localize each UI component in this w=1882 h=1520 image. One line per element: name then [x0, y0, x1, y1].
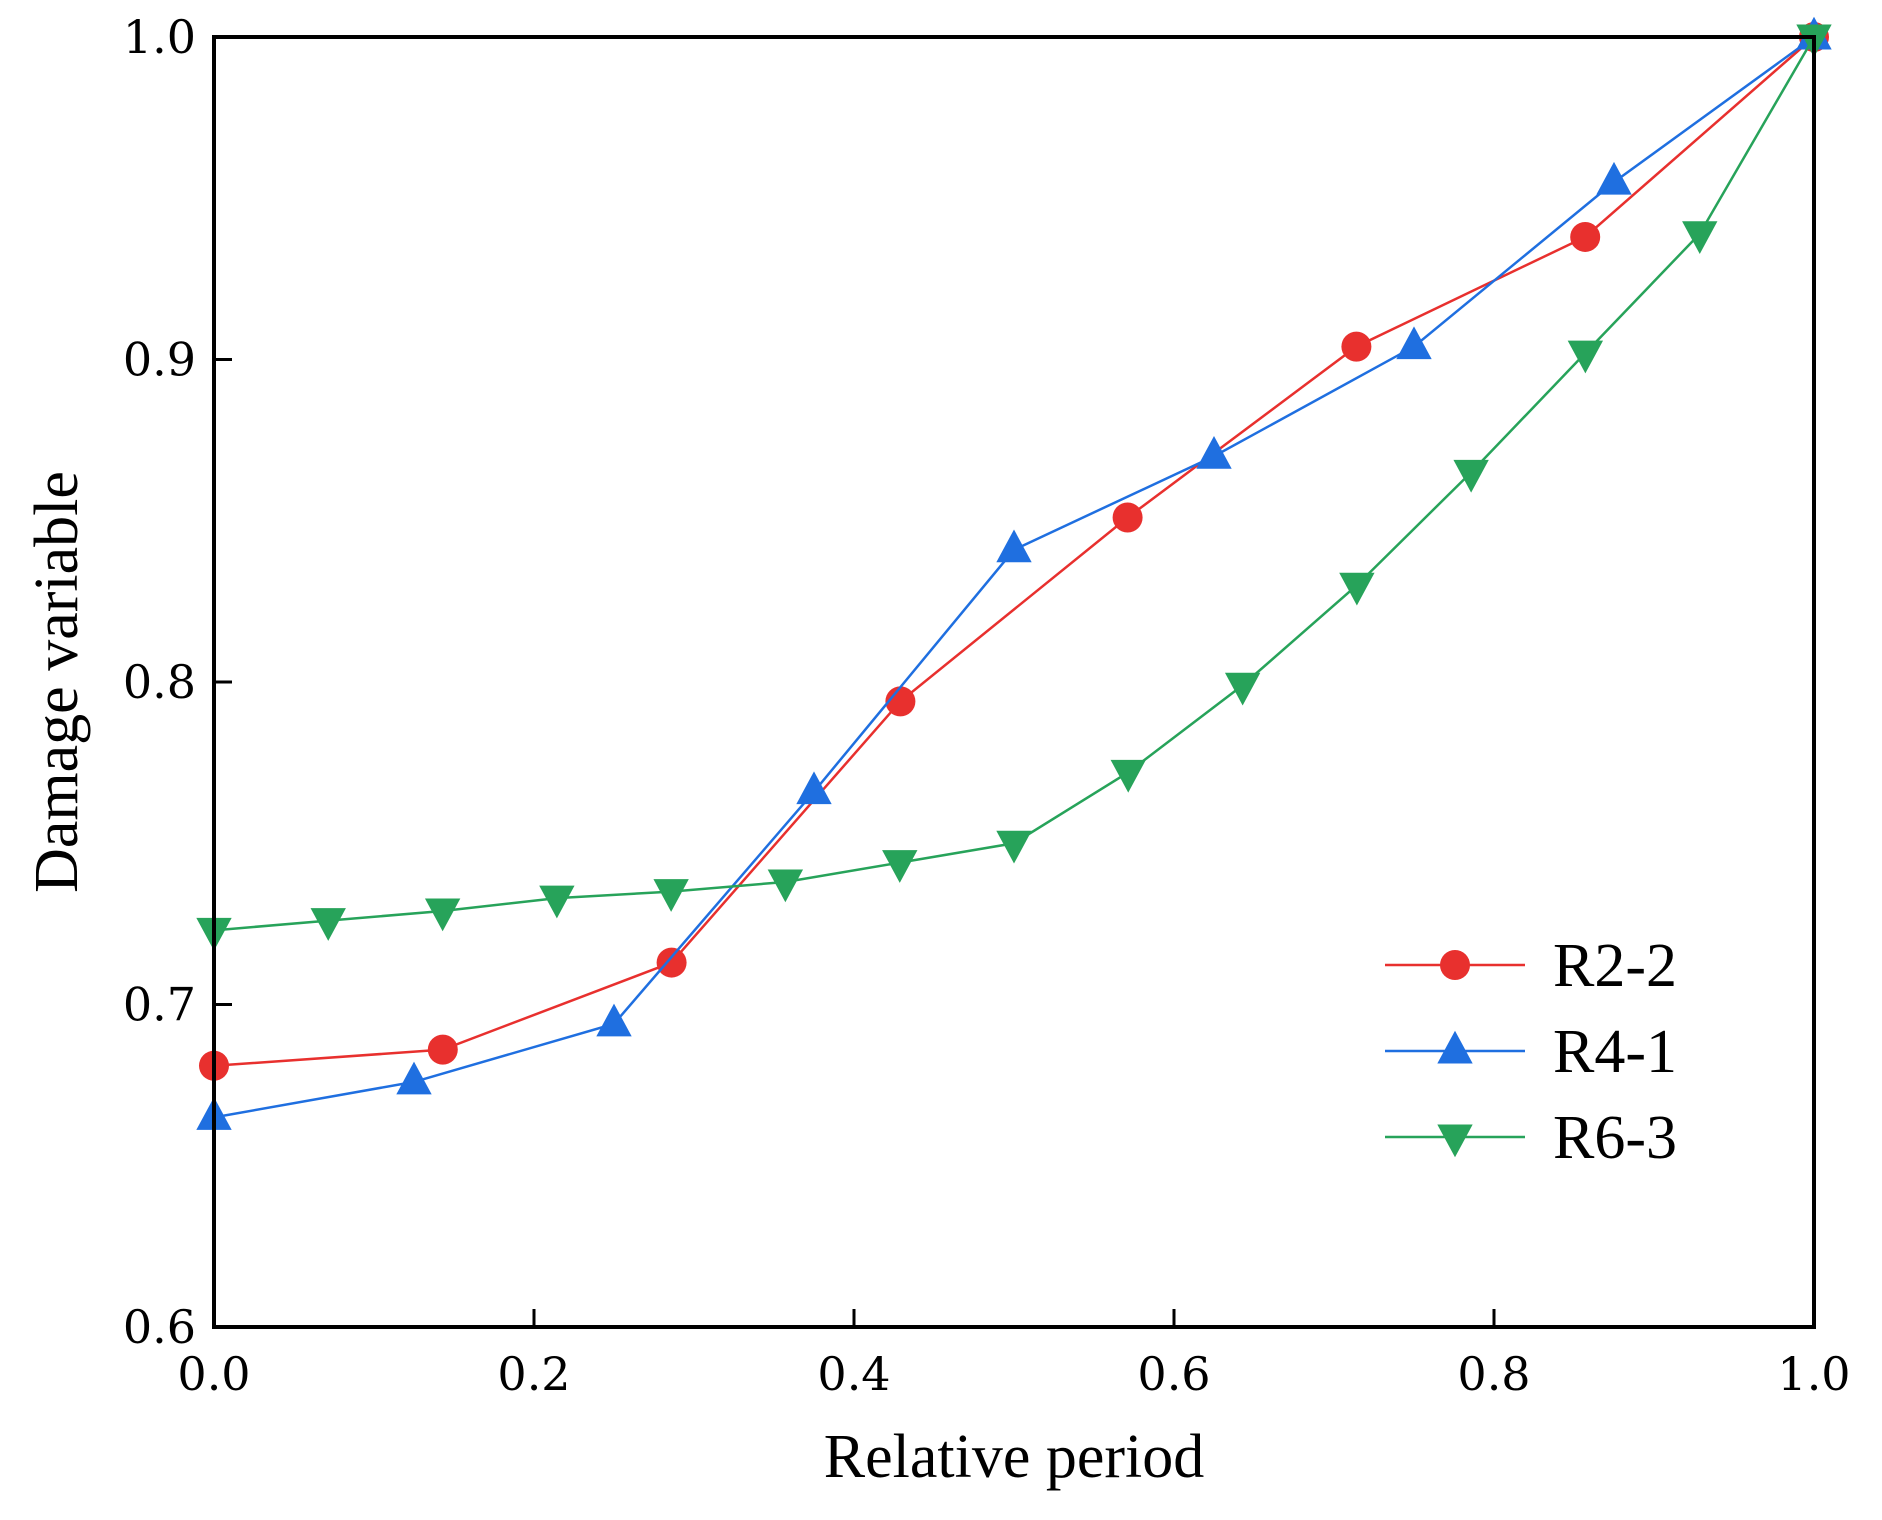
data-point [396, 1061, 432, 1095]
data-point [767, 869, 804, 903]
data-point [796, 771, 832, 805]
x-axis: 0.0 0.2 0.4 0.6 0.8 1.0 [177, 1309, 1851, 1401]
data-point [1453, 459, 1489, 493]
legend-marker [1437, 1124, 1473, 1158]
x-tick-label: 0.4 [817, 1347, 890, 1401]
x-tick-label: 1.0 [1777, 1347, 1850, 1401]
x-tick-label: 0.0 [177, 1347, 250, 1401]
series-R6-3 [196, 24, 1832, 951]
x-tick-label: 0.8 [1457, 1347, 1530, 1401]
series-layer [196, 16, 1832, 1130]
legend-label: R6-3 [1553, 1104, 1677, 1172]
data-point [1110, 759, 1146, 793]
data-point [653, 879, 689, 912]
data-point [1339, 572, 1375, 606]
legend-item[interactable]: R4-1 [1385, 1018, 1677, 1086]
y-tick-label: 0.8 [123, 655, 196, 709]
y-tick-label: 0.9 [123, 333, 196, 387]
data-point [1396, 326, 1432, 360]
legend[interactable]: R2-2 R4-1 R6-3 [1385, 932, 1677, 1172]
data-point [656, 947, 687, 978]
data-point [996, 529, 1032, 563]
legend-marker [1440, 950, 1470, 980]
data-point [1570, 221, 1601, 252]
data-point [996, 830, 1032, 864]
data-point [1567, 340, 1604, 374]
y-tick-label: 0.7 [123, 978, 196, 1032]
y-tick-label: 0.6 [123, 1300, 196, 1354]
data-point [885, 686, 916, 717]
data-point [1196, 435, 1232, 469]
data-point [1596, 161, 1632, 195]
data-point [1112, 502, 1143, 533]
legend-item[interactable]: R2-2 [1385, 932, 1677, 1000]
y-axis: 0.6 0.7 0.8 0.9 1.0 [123, 10, 232, 1354]
legend-item[interactable]: R6-3 [1385, 1104, 1677, 1172]
legend-marker [1437, 1030, 1473, 1064]
data-point [596, 1003, 632, 1037]
data-point [424, 898, 461, 932]
data-point [1682, 221, 1718, 255]
data-point [882, 850, 918, 883]
y-tick-label: 1.0 [123, 10, 196, 64]
data-point [1224, 672, 1261, 706]
data-point [310, 908, 346, 941]
data-point [539, 885, 575, 919]
x-tick-label: 0.2 [497, 1347, 570, 1401]
legend-label: R2-2 [1553, 932, 1677, 1000]
x-axis-title: Relative period [824, 1423, 1204, 1491]
data-point [427, 1034, 458, 1065]
x-tick-label: 0.6 [1137, 1347, 1210, 1401]
series-line [213, 36, 1815, 1068]
y-axis-title: Damage variable [23, 471, 91, 893]
legend-label: R4-1 [1553, 1018, 1677, 1086]
series-R4-1 [196, 16, 1832, 1130]
data-point [1341, 331, 1372, 362]
series-line [213, 36, 1816, 932]
